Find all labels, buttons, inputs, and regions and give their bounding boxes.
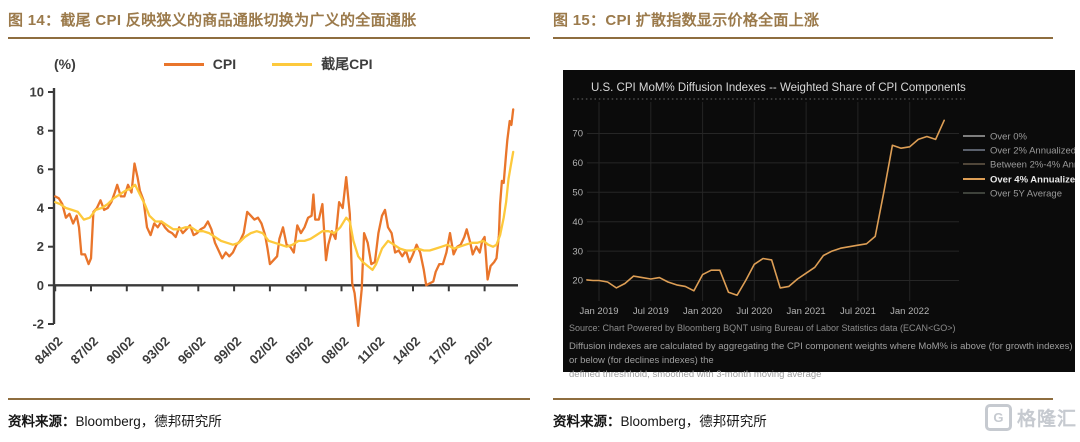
svg-text:-2: -2 — [32, 317, 44, 332]
legend-label-cpi: CPI — [212, 56, 237, 72]
svg-text:Over 2% Annualized: Over 2% Annualized — [990, 146, 1075, 157]
svg-text:Jan 2019: Jan 2019 — [579, 306, 618, 317]
svg-text:87/02: 87/02 — [68, 334, 102, 368]
svg-text:14/02: 14/02 — [390, 334, 424, 368]
svg-text:30: 30 — [572, 246, 583, 257]
svg-text:Jan 2022: Jan 2022 — [890, 306, 929, 317]
svg-text:93/02: 93/02 — [139, 334, 173, 368]
svg-text:02/02: 02/02 — [246, 334, 280, 368]
bloomberg-footnote: Diffusion indexes are calculated by aggr… — [563, 340, 1075, 382]
figure15-source: 资料来源：Bloomberg，德邦研究所 — [553, 398, 1053, 430]
bloomberg-source-line: Source: Chart Powered by Bloomberg BQNT … — [569, 323, 956, 333]
svg-text:Jul 2020: Jul 2020 — [736, 306, 772, 317]
figure15-title: 图 15：CPI 扩散指数显示价格全面上涨 — [553, 0, 1053, 39]
source-text: Bloomberg，德邦研究所 — [75, 414, 222, 429]
cpi-line-swatch — [163, 62, 204, 66]
figure14-source: 资料来源：Bloomberg，德邦研究所 — [8, 398, 530, 430]
svg-text:17/02: 17/02 — [425, 334, 459, 368]
svg-text:6: 6 — [37, 162, 44, 177]
bloomberg-chart-title: U.S. CPI MoM% Diffusion Indexes -- Weigh… — [591, 82, 966, 94]
svg-text:05/02: 05/02 — [282, 334, 316, 368]
gelonghui-logo-icon: G — [984, 404, 1012, 431]
svg-text:0: 0 — [37, 278, 44, 293]
figure15-chart: 70 60 50 40 30 20 Jan 2019 Jul 2019 Jan 2020 Jul … — [572, 98, 1080, 317]
legend-label-trimmed-cpi: 截尾CPI — [321, 56, 373, 72]
figure15-panel: 图 15：CPI 扩散指数显示价格全面上涨 U.S. CPI MoM% Diff… — [553, 0, 1080, 442]
svg-text:10: 10 — [30, 85, 44, 100]
svg-text:20/02: 20/02 — [461, 334, 495, 368]
svg-text:90/02: 90/02 — [103, 334, 137, 368]
svg-text:Jan 2021: Jan 2021 — [787, 306, 826, 317]
svg-text:Jan 2020: Jan 2020 — [683, 306, 722, 317]
svg-text:Jul 2019: Jul 2019 — [633, 306, 669, 317]
bloomberg-chart-panel: U.S. CPI MoM% Diffusion Indexes -- Weigh… — [563, 70, 1080, 380]
svg-text:20: 20 — [572, 276, 583, 287]
svg-text:Over 0%: Over 0% — [990, 132, 1028, 143]
svg-text:8: 8 — [37, 123, 44, 138]
legend-item-cpi: CPI — [163, 54, 237, 74]
svg-text:4: 4 — [37, 201, 45, 216]
source-label: 资料来源： — [553, 414, 621, 429]
figure14-title: 图 14：截尾 CPI 反映狭义的商品通胀切换为广义的全面通胀 — [8, 0, 530, 39]
svg-text:Jul 2021: Jul 2021 — [840, 306, 876, 317]
svg-text:Over 5Y Average: Over 5Y Average — [990, 189, 1062, 200]
footnote-line-1: Diffusion indexes are calculated by aggr… — [569, 341, 1073, 366]
svg-text:Between 2%-4% Annualized: Between 2%-4% Annualized — [990, 160, 1075, 171]
svg-text:99/02: 99/02 — [211, 334, 245, 368]
figure14-legend: (%) CPI 截尾CPI — [8, 54, 530, 74]
trimmed-cpi-line-swatch — [272, 62, 313, 66]
svg-text:Over 4% Annualized: Over 4% Annualized — [990, 175, 1075, 186]
svg-text:84/02: 84/02 — [32, 334, 66, 368]
svg-text:11/02: 11/02 — [354, 334, 387, 367]
svg-text:40: 40 — [572, 217, 583, 228]
svg-text:08/02: 08/02 — [318, 334, 352, 368]
y-axis-unit-label: (%) — [54, 56, 76, 72]
gelonghui-watermark: G 格隆汇 — [984, 404, 1077, 431]
gelonghui-logo-text: 格隆汇 — [1016, 409, 1077, 430]
source-label: 资料来源： — [8, 414, 76, 429]
svg-text:60: 60 — [572, 158, 583, 169]
source-text: Bloomberg，德邦研究所 — [620, 414, 767, 429]
legend-item-trimmed-cpi: 截尾CPI — [272, 54, 372, 74]
svg-text:70: 70 — [572, 129, 583, 140]
svg-text:96/02: 96/02 — [175, 334, 209, 368]
svg-text:50: 50 — [572, 188, 583, 199]
footnote-line-2: defined threshhold, smoothed with 3-mont… — [569, 369, 822, 380]
figure14-panel: 图 14：截尾 CPI 反映狭义的商品通胀切换为广义的全面通胀 (%) CPI … — [8, 0, 530, 442]
svg-text:2: 2 — [37, 239, 44, 254]
